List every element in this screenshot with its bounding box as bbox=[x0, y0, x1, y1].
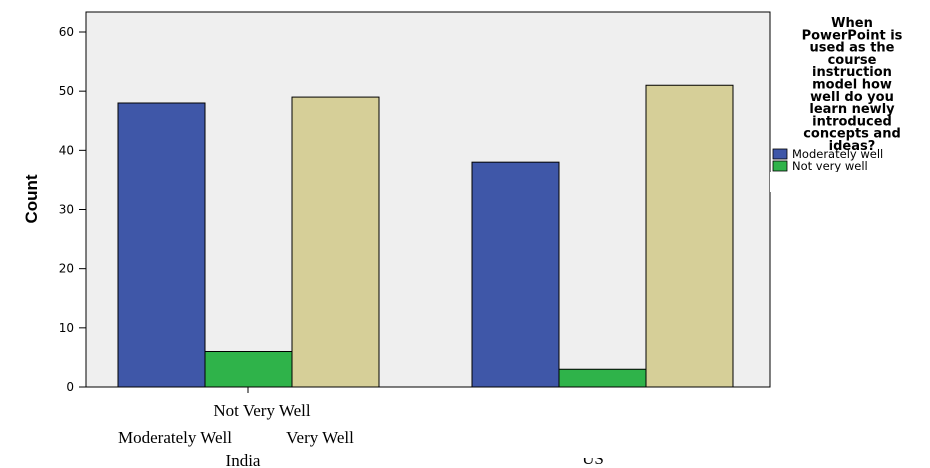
legend-title-line: well do you bbox=[810, 90, 894, 105]
legend-label: Not very well bbox=[792, 159, 868, 173]
y-tick-label: 30 bbox=[59, 203, 74, 217]
bar-us-very-well bbox=[645, 84, 734, 388]
legend-label: Moderately well bbox=[792, 147, 883, 161]
legend-title-line: learn newly bbox=[809, 102, 895, 117]
category-label-top: Not Very Well bbox=[213, 401, 310, 420]
y-tick-label: 10 bbox=[59, 321, 74, 335]
legend-title-line: instruction bbox=[812, 65, 892, 80]
bar-us-not-very-well bbox=[558, 368, 647, 388]
bar-india-very-well bbox=[291, 96, 380, 388]
legend-title-line: When bbox=[831, 16, 873, 31]
y-axis-ticks: 0 10 20 30 40 50 60 bbox=[59, 25, 86, 394]
legend-clip-mask bbox=[770, 172, 930, 192]
y-axis-title: Count bbox=[22, 174, 41, 223]
legend-swatch bbox=[772, 160, 788, 172]
legend-title-line: model how bbox=[812, 78, 892, 93]
y-tick-label: 20 bbox=[59, 262, 74, 276]
bar-us-moderately-well bbox=[471, 161, 560, 388]
y-tick-label: 40 bbox=[59, 143, 74, 157]
y-tick-label: 0 bbox=[66, 380, 74, 394]
y-tick-label: 50 bbox=[59, 84, 74, 98]
legend-title-line: ideas? bbox=[829, 139, 876, 154]
legend-title-line: course bbox=[828, 53, 877, 68]
bar-india-moderately-well bbox=[117, 102, 206, 388]
category-label-right: Very Well bbox=[286, 428, 354, 447]
legend-title-line: introduced bbox=[812, 114, 892, 129]
legend-swatch bbox=[772, 148, 788, 160]
category-label-left: Moderately Well bbox=[118, 428, 232, 447]
y-tick-label: 60 bbox=[59, 25, 74, 39]
legend-title-line: concepts and bbox=[803, 127, 901, 142]
bars bbox=[86, 84, 734, 393]
legend-title-line: used as the bbox=[810, 41, 895, 56]
category-label-bottom: India bbox=[226, 451, 261, 468]
bar-india-not-very-well bbox=[204, 351, 293, 388]
legend-title-line: PowerPoint is bbox=[802, 28, 903, 43]
axis-gap-mask bbox=[431, 388, 771, 458]
